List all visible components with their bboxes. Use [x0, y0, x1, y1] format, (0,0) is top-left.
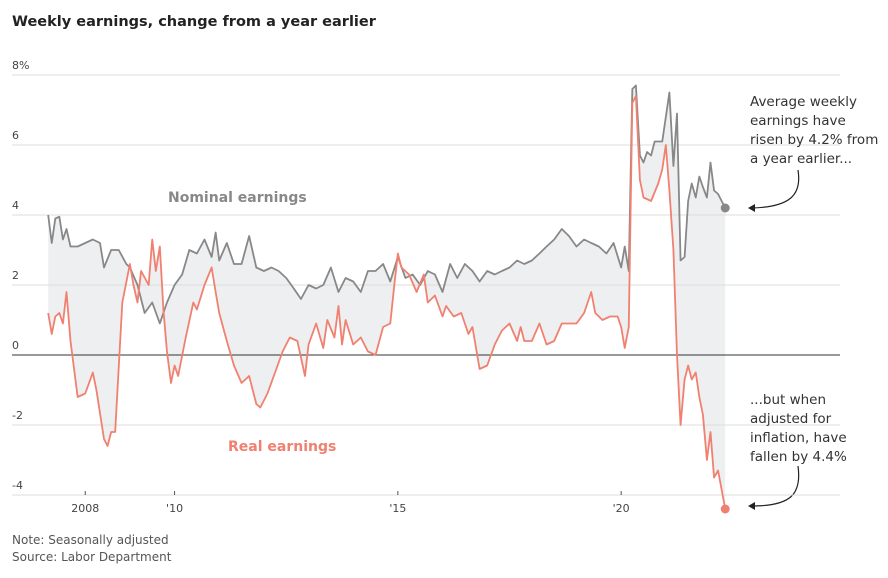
annotation: ...but when [750, 392, 826, 408]
annotation: risen by 4.2% from [750, 132, 878, 148]
arrow [751, 465, 800, 507]
series-label: Nominal earnings [168, 190, 307, 206]
plot-background [12, 74, 840, 509]
annotation: a year earlier... [750, 151, 852, 167]
x-tick-label: 2008 [71, 502, 99, 515]
y-tick-label: 8% [12, 59, 29, 72]
series-line [47, 84, 727, 325]
x-tick-label: '20 [613, 502, 630, 515]
y-tick-label: 2 [12, 269, 19, 282]
note: Source: Labor Department [12, 550, 172, 564]
y-tick-label: -4 [12, 479, 23, 492]
end-point [720, 504, 730, 514]
spread-fill [48, 85, 726, 509]
annotation: earnings have [750, 113, 846, 129]
annotation: Average weekly [750, 94, 857, 110]
note: Note: Seasonally adjusted [12, 533, 169, 547]
y-tick-label: 0 [12, 339, 19, 352]
series-label: Real earnings [228, 439, 336, 455]
y-tick-label: 6 [12, 129, 19, 142]
arrow [751, 169, 800, 209]
series-line [47, 95, 727, 510]
y-tick-label: -2 [12, 409, 23, 422]
annotation: fallen by 4.4% [750, 449, 847, 465]
x-tick-label: '15 [389, 502, 406, 515]
arrow-head [748, 502, 755, 510]
x-tick-label: '10 [166, 502, 183, 515]
y-tick-label: 4 [12, 199, 19, 212]
chart-title: Weekly earnings, change from a year earl… [12, 14, 377, 30]
annotation: adjusted for [750, 411, 832, 427]
arrow-head [748, 204, 755, 212]
end-point [720, 203, 730, 213]
annotation: inflation, have [750, 430, 847, 446]
